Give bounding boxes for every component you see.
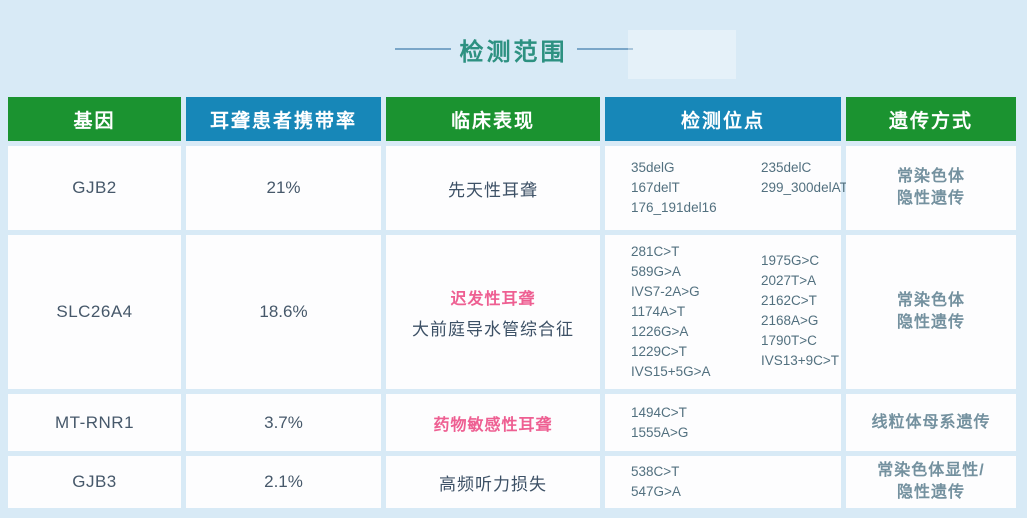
site-value: 2162C>T: [761, 293, 817, 308]
sites-column-1: 35delG 167delT 176_191del16: [631, 158, 727, 218]
gene-cell: MT-RNR1: [8, 394, 181, 451]
sites-columns: 1494C>T 1555A>G: [631, 403, 727, 443]
column-header-label: 检测位点: [680, 110, 765, 132]
sites-cell: 281C>T 589G>A IVS7-2A>G 1174A>T 1226G>A 1229C…: [605, 235, 841, 389]
sites-column-1: 281C>T 589G>A IVS7-2A>G 1174A>T 1226G>A 1229C…: [631, 242, 727, 382]
site-value: 1975G>C: [761, 253, 820, 268]
sites-cell: 538C>T 547G>A: [605, 456, 841, 508]
inheritance-cell: 常染色体显性/隐性遗传: [846, 456, 1016, 508]
site-value: 167delT: [631, 180, 680, 195]
site-value: IVS15+5G>A: [631, 364, 711, 379]
site-value: 1494C>T: [631, 404, 687, 420]
sites-columns: 35delG 167delT 176_191del16 235delC 299_300d…: [631, 158, 857, 218]
page-title: 检测范围: [459, 38, 568, 66]
clinical-highlight-text: 迟发性耳聋: [450, 290, 536, 308]
column-header-2: 耳聋患者携带率: [186, 97, 381, 141]
inheritance-line: 常染色体: [896, 292, 965, 309]
column-header-label: 临床表现: [450, 110, 535, 132]
carrier-rate-value: 2.1%: [264, 472, 303, 491]
gene-name: GJB2: [72, 178, 117, 197]
gene-name: MT-RNR1: [54, 412, 135, 432]
clinical-text: 先天性耳聋: [448, 180, 538, 200]
site-value: 176_191del16: [631, 200, 717, 215]
sites-cell: 1494C>T 1555A>G: [605, 394, 841, 451]
section-title-row: 检测范围: [0, 33, 1027, 66]
inheritance-line: 常染色体: [896, 168, 965, 185]
carrier-rate-cell: 2.1%: [186, 456, 381, 508]
gene-cell: GJB3: [8, 456, 181, 508]
site-value: 2027T>A: [761, 273, 817, 288]
carrier-rate-value: 18.6%: [259, 302, 308, 321]
inheritance-line: 隐性遗传: [896, 190, 965, 207]
inheritance-line: 线粒体母系遗传: [871, 413, 991, 431]
site-value: 235delC: [761, 160, 812, 175]
site-value: 538C>T: [631, 464, 680, 479]
site-value: 1790T>C: [761, 333, 817, 348]
column-header-4: 检测位点: [605, 97, 841, 141]
sites-columns: 281C>T 589G>A IVS7-2A>G 1174A>T 1226G>A 1229C…: [631, 242, 857, 382]
column-header-label: 基因: [73, 110, 116, 132]
carrier-rate-cell: 3.7%: [186, 394, 381, 451]
site-value: 281C>T: [631, 244, 680, 259]
gene-cell: GJB2: [8, 146, 181, 230]
inheritance-line: 隐性遗传: [896, 484, 965, 501]
gene-name: SLC26A4: [56, 302, 133, 321]
site-value: 1555A>G: [631, 424, 689, 440]
clinical-cell: 迟发性耳聋大前庭导水管综合征: [386, 235, 600, 389]
background-highlight-box: [628, 30, 736, 79]
site-value: 589G>A: [631, 264, 681, 279]
site-value: IVS7-2A>G: [631, 284, 700, 299]
column-header-3: 临床表现: [386, 97, 600, 141]
site-value: 1226G>A: [631, 324, 689, 339]
carrier-rate-cell: 18.6%: [186, 235, 381, 389]
site-value: 35delG: [631, 160, 675, 175]
site-value: 547G>A: [631, 484, 681, 499]
site-value: 1174A>T: [631, 304, 686, 319]
clinical-cell: 先天性耳聋: [386, 146, 600, 230]
column-header-1: 基因: [8, 97, 181, 141]
title-right-dash: [576, 48, 633, 50]
title-left-dash: [394, 48, 451, 50]
sites-column-2: 1975G>C 2027T>A 2162C>T 2168A>G 1790T>C IVS13…: [761, 251, 857, 371]
gene-name: GJB3: [72, 472, 117, 491]
carrier-rate-value: 21%: [266, 178, 301, 197]
site-value: 2168A>G: [761, 313, 819, 328]
clinical-highlight-text: 药物敏感性耳聋: [433, 416, 553, 434]
sites-column-1: 1494C>T 1555A>G: [631, 403, 727, 443]
column-header-label: 遗传方式: [888, 110, 973, 132]
site-value: 299_300delAT: [761, 180, 848, 195]
inheritance-cell: 常染色体 隐性遗传: [846, 146, 1016, 230]
inheritance-line: 常染色体显性/: [877, 462, 985, 479]
gene-cell: SLC26A4: [8, 235, 181, 389]
column-header-label: 耳聋患者携带率: [209, 110, 357, 132]
sites-column-1: 538C>T 547G>A: [631, 462, 727, 502]
sites-columns: 538C>T 547G>A: [631, 462, 727, 502]
site-value: 1229C>T: [631, 344, 687, 359]
inheritance-cell: 常染色体 隐性遗传: [846, 235, 1016, 389]
detection-table: 基因 耳聋患者携带率 临床表现 检测位点 遗传方式 GJB2 21% 先天性耳聋 35delG 1…: [8, 97, 1016, 508]
sites-column-2: 235delC 299_300delAT: [761, 158, 857, 198]
clinical-text: 大前庭导水管综合征: [412, 319, 574, 339]
carrier-rate-value: 3.7%: [264, 412, 303, 432]
inheritance-cell: 线粒体母系遗传: [846, 394, 1016, 451]
clinical-text: 高频听力损失: [439, 474, 547, 494]
site-value: IVS13+9C>T: [761, 353, 840, 368]
sites-cell: 35delG 167delT 176_191del16 235delC 299_300d…: [605, 146, 848, 230]
column-header-5: 遗传方式: [846, 97, 1016, 141]
inheritance-line: 隐性遗传: [896, 314, 965, 331]
clinical-cell: 高频听力损失: [386, 456, 600, 508]
clinical-cell: 药物敏感性耳聋: [386, 394, 600, 451]
carrier-rate-cell: 21%: [186, 146, 381, 230]
